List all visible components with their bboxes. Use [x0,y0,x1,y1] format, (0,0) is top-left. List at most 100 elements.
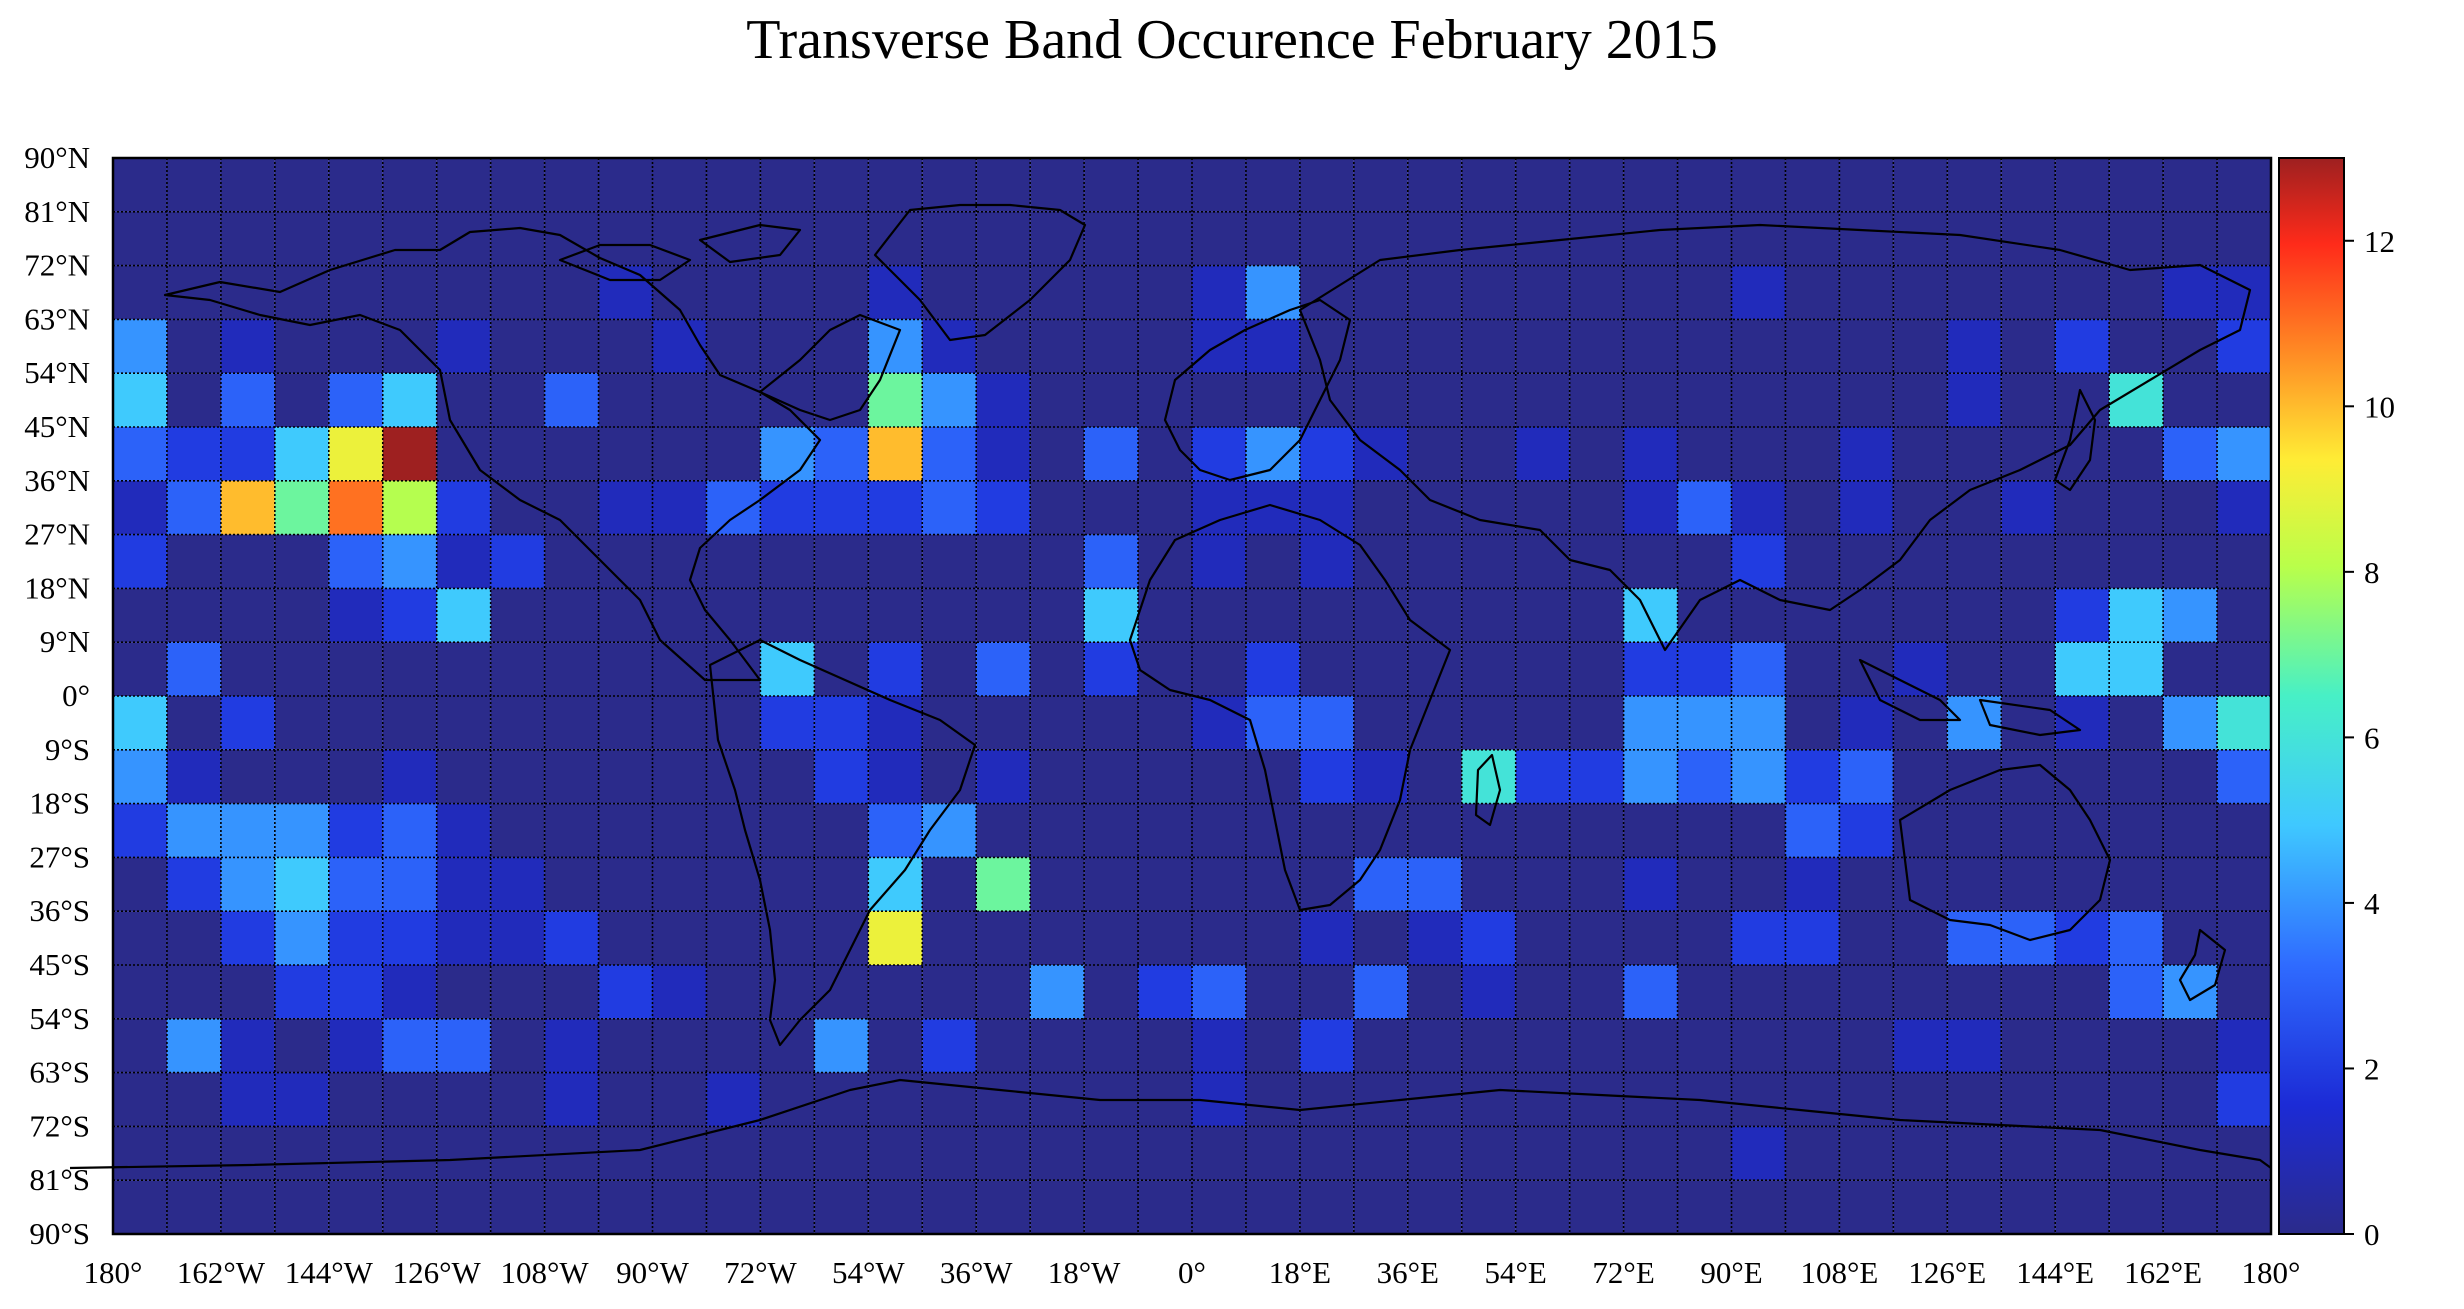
heatmap-cell [328,158,383,212]
heatmap-cell [544,803,599,858]
heatmap-cell [1569,696,1624,750]
x-tick-label: 144°E [2016,1255,2094,1290]
heatmap-cell [598,803,653,858]
heatmap-cell [436,911,491,965]
heatmap-cell [328,749,383,804]
heatmap-cell [706,749,761,804]
x-tick-label: 72°E [1592,1255,1654,1290]
heatmap-cell [1839,642,1894,696]
heatmap-cell [976,211,1031,266]
heatmap-cell [382,534,437,589]
heatmap-cell [1461,1072,1516,1127]
heatmap-cell [976,965,1031,1019]
y-tick-label: 36°S [29,893,90,928]
heatmap-cell [436,1180,491,1234]
heatmap-cell [1138,534,1192,589]
heatmap-cell [1569,857,1624,912]
heatmap-cell [2055,1126,2110,1181]
heatmap-cell [166,803,221,858]
y-tick-label: 81°S [29,1162,90,1197]
heatmap-cell [1515,696,1570,750]
heatmap-cell [1084,427,1139,481]
heatmap-cell [1353,265,1408,320]
heatmap-cell [328,588,383,643]
heatmap-cell [1515,911,1570,965]
heatmap-cell [1839,803,1894,858]
heatmap-cell [2163,158,2218,212]
heatmap-cell [1353,158,1408,212]
y-tick-label: 27°N [24,517,90,552]
heatmap-cell [2001,1018,2056,1073]
y-tick-label: 90°N [24,140,90,175]
heatmap-cell [1138,319,1192,374]
heatmap-cell [166,642,221,696]
colorbar-tick-label: 8 [2364,555,2380,590]
heatmap-cell [1515,1126,1570,1181]
coastline-outline [69,203,2272,1170]
heatmap-cell [490,427,545,481]
heatmap-cell [1623,857,1678,912]
heatmap-cell [1192,265,1246,320]
heatmap-cell [328,1072,383,1127]
heatmap-cell [1623,1126,1678,1181]
heatmap-cell [436,1018,491,1073]
heatmap-cell [2109,1126,2164,1181]
heatmap-cell [1407,1180,1462,1234]
heatmap-cell [2001,911,2056,965]
heatmap-cell [1947,480,2002,535]
heatmap-cells [113,158,2271,1234]
heatmap-cell [1515,803,1570,858]
heatmap-cell [2055,1072,2110,1127]
heatmap-cell [1785,1126,1840,1181]
heatmap-cell [1407,1072,1462,1127]
heatmap-cell [166,1072,221,1127]
heatmap-cell [382,911,437,965]
heatmap-cell [1461,319,1516,374]
heatmap-cell [1893,965,1948,1019]
heatmap-cell [868,1018,923,1073]
heatmap-cell [1785,965,1840,1019]
heatmap-cell [1245,319,1300,374]
heatmap-cell [1407,373,1462,427]
heatmap-cell [1569,588,1624,643]
heatmap-cell [1569,427,1624,481]
heatmap-cell [328,1126,383,1181]
heatmap-cell [1677,427,1732,481]
heatmap-cell [1785,857,1840,912]
heatmap-cell [814,427,869,481]
heatmap-cell [1569,1180,1624,1234]
heatmap-cell [274,1126,329,1181]
heatmap-cell [1893,588,1948,643]
heatmap-cell [1515,642,1570,696]
heatmap-cell [706,480,761,535]
x-tick-label: 90°E [1700,1255,1762,1290]
heatmap-cell [328,911,383,965]
heatmap-cell [1353,480,1408,535]
heatmap-cell [1299,319,1354,374]
heatmap-cell [1407,265,1462,320]
heatmap-cell [1677,1180,1732,1234]
heatmap-cell [490,588,545,643]
heatmap-cell [2001,1180,2056,1234]
heatmap-cell [2055,803,2110,858]
heatmap-cell [1245,749,1300,804]
heatmap-cell [652,158,707,212]
heatmap-cell [2109,803,2164,858]
heatmap-cell [1299,534,1354,589]
heatmap-cell [220,1126,275,1181]
heatmap-cell [2001,588,2056,643]
y-tick-label: 63°N [24,301,90,336]
heatmap-cell [1947,373,2002,427]
heatmap-cell [113,480,167,535]
heatmap-cell [1299,965,1354,1019]
heatmap-cell [1030,588,1085,643]
heatmap-cell [1515,211,1570,266]
heatmap-cell [2163,749,2218,804]
heatmap-cell [274,803,329,858]
heatmap-cell [976,803,1031,858]
heatmap-cell [1569,265,1624,320]
x-tick-label: 0° [1178,1255,1206,1290]
heatmap-cell [1461,588,1516,643]
chart-title: Transverse Band Occurence February 2015 [746,9,1717,71]
heatmap-cell [1461,642,1516,696]
